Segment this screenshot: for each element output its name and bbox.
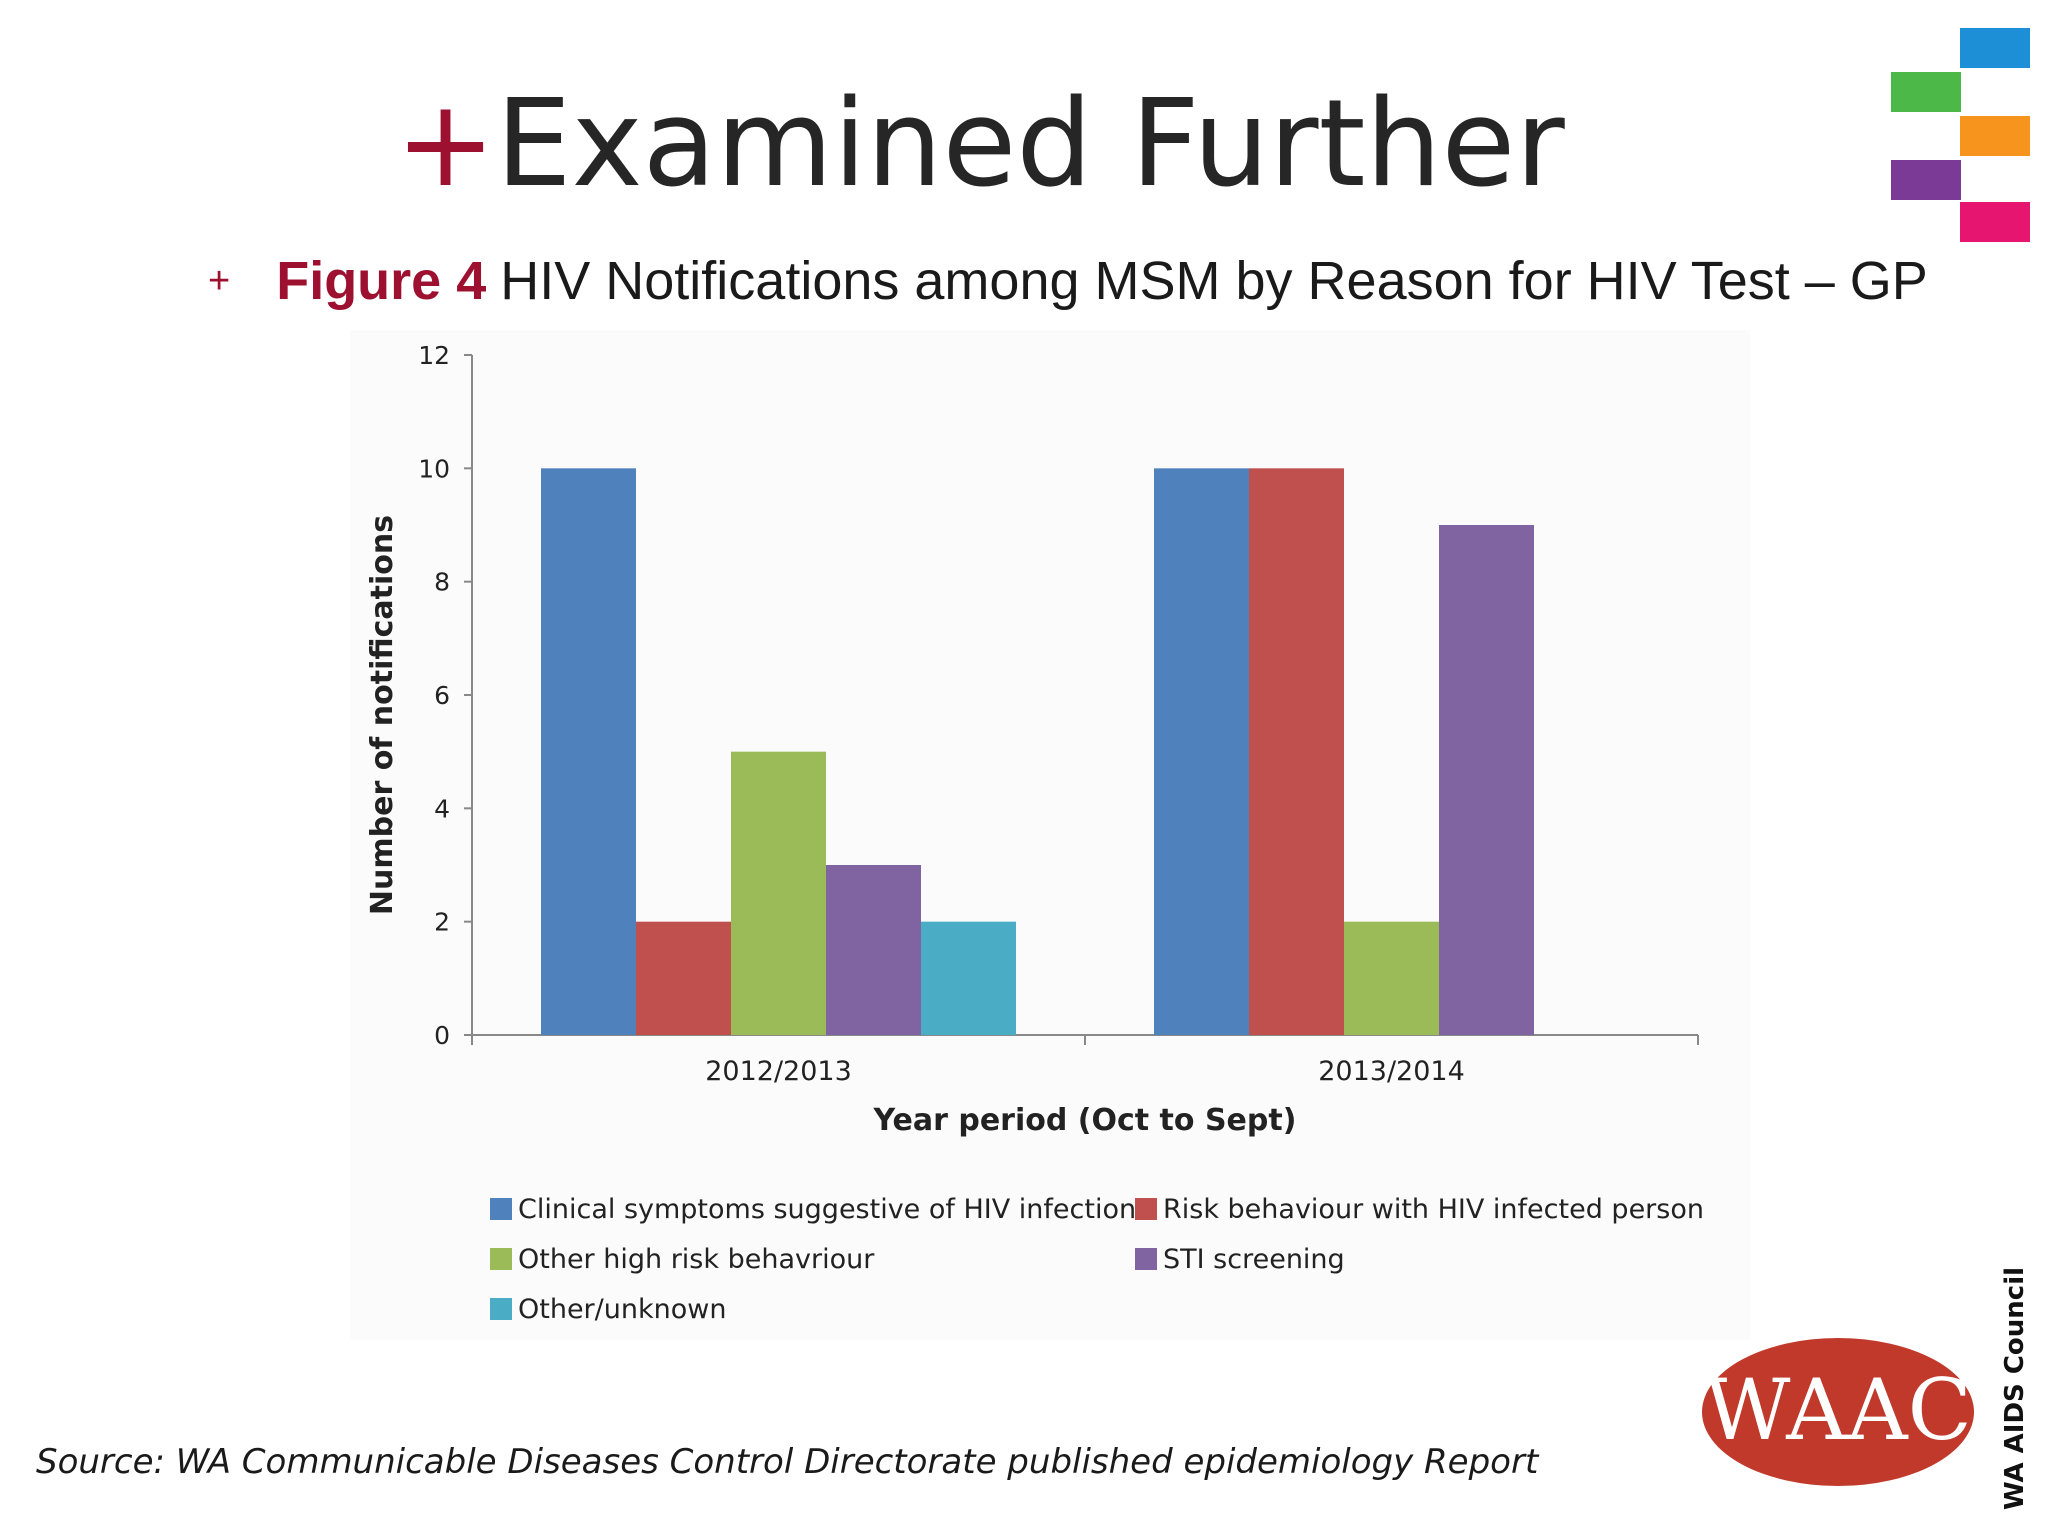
- bar: [1439, 525, 1534, 1035]
- brand-square-blue: [1960, 28, 2030, 68]
- legend-item: Clinical symptoms suggestive of HIV infe…: [490, 1190, 1137, 1228]
- brand-square-pink: [1960, 202, 2030, 242]
- y-tick-label: 0: [434, 1021, 450, 1050]
- waac-logo: WAAC: [1702, 1338, 1974, 1486]
- legend-label: STI screening: [1163, 1243, 1345, 1275]
- bar: [636, 921, 731, 1035]
- y-tick-label: 12: [418, 341, 450, 370]
- legend-swatch: [490, 1298, 512, 1320]
- figure-caption: HIV Notifications among MSM by Reason fo…: [500, 251, 1928, 311]
- bar-chart: 0 2 4 6 8 10 12 2012/2013 2013/2014 Year period (…: [365, 341, 1699, 1138]
- bar: [826, 865, 921, 1035]
- legend-label: Clinical symptoms suggestive of HIV infe…: [518, 1193, 1137, 1225]
- title-plus-mark: +: [395, 75, 496, 214]
- legend-swatch: [1135, 1248, 1157, 1270]
- chart-legend: Clinical symptoms suggestive of HIV infe…: [490, 1190, 1730, 1328]
- brand-squares-graphic: [1890, 25, 2035, 245]
- y-tick-label: 10: [418, 454, 450, 483]
- bar: [921, 921, 1016, 1035]
- legend-label: Other high risk behavriour: [518, 1243, 875, 1275]
- x-tick-label: 2012/2013: [705, 1056, 852, 1087]
- slide-title: +Examined Further: [0, 70, 1960, 220]
- y-tick-label: 6: [434, 681, 450, 710]
- brand-square-green: [1891, 72, 1961, 112]
- brand-square-purple: [1891, 160, 1961, 200]
- chart-area: 0 2 4 6 8 10 12 2012/2013 2013/2014 Year period (…: [350, 330, 1750, 1340]
- bar: [1344, 921, 1439, 1035]
- brand-square-orange: [1960, 116, 2030, 156]
- legend-item: Other/unknown: [490, 1290, 1135, 1328]
- y-tick-label: 2: [434, 908, 450, 937]
- bar: [541, 468, 636, 1035]
- source-note: Source: WA Communicable Diseases Control…: [36, 1442, 1539, 1482]
- legend-swatch: [490, 1248, 512, 1270]
- bar: [1154, 468, 1249, 1035]
- y-tick-label: 8: [434, 568, 450, 597]
- figure-heading: + Figure 4 HIV Notifications among MSM by …: [208, 246, 1928, 322]
- legend-item: Risk behaviour with HIV infected person: [1135, 1190, 1730, 1228]
- logo-text: WAAC: [1704, 1361, 1972, 1459]
- org-name-vertical: WA AIDS Council: [2000, 1266, 2030, 1510]
- title-text: Examined Further: [495, 75, 1565, 214]
- legend-label: Risk behaviour with HIV infected person: [1163, 1193, 1704, 1225]
- x-axis-label: Year period (Oct to Sept): [873, 1103, 1297, 1138]
- figure-label: Figure 4: [276, 251, 487, 311]
- legend-swatch: [1135, 1198, 1157, 1220]
- legend-item: STI screening: [1135, 1240, 1730, 1278]
- x-tick-label: 2013/2014: [1318, 1056, 1465, 1087]
- bar: [731, 751, 826, 1035]
- legend-swatch: [490, 1198, 512, 1220]
- legend-item: Other high risk behavriour: [490, 1240, 1135, 1278]
- legend-label: Other/unknown: [518, 1293, 727, 1325]
- heading-bullet: +: [208, 260, 231, 302]
- y-tick-label: 4: [434, 794, 450, 823]
- bar: [1249, 468, 1344, 1035]
- y-axis-label: Number of notifications: [365, 515, 400, 915]
